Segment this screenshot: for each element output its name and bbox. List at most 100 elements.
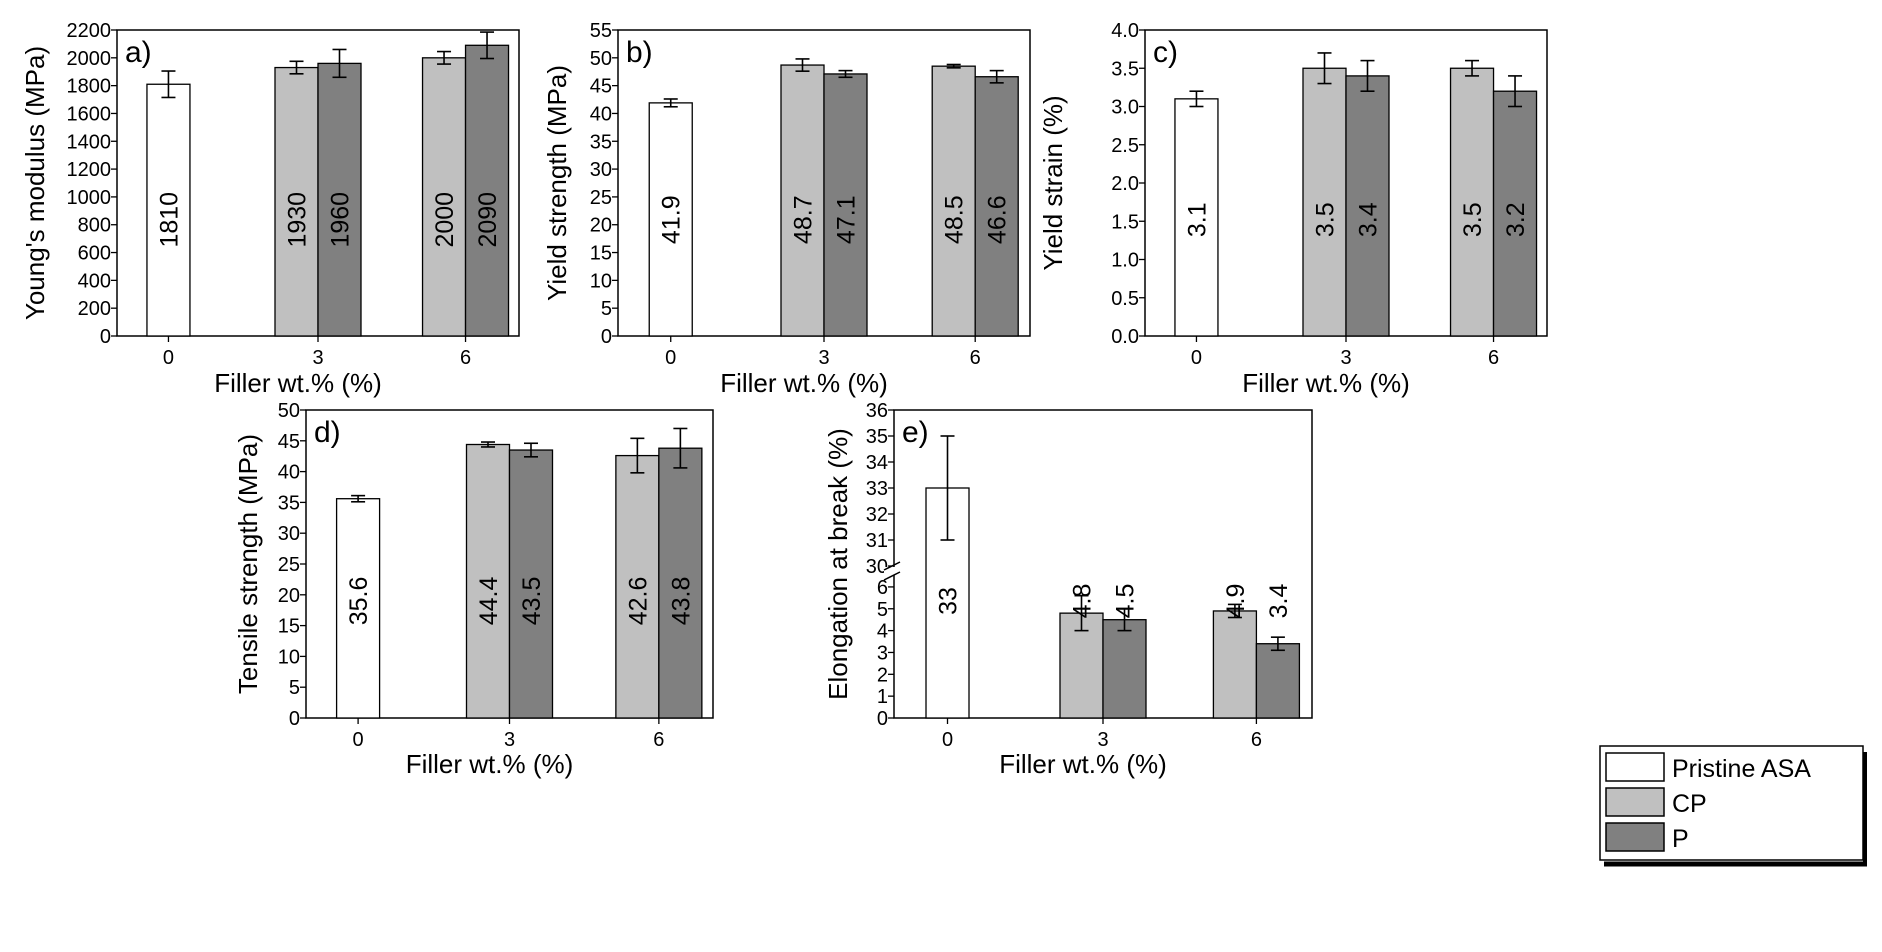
bar-value-label: 47.1 xyxy=(833,195,861,244)
y-tick-label: 4.0 xyxy=(1111,20,1139,42)
legend-swatch-cp xyxy=(1605,787,1665,817)
y-tick-label: 2200 xyxy=(67,20,112,42)
y-tick-label: 35 xyxy=(590,131,612,153)
y-tick-label: 0 xyxy=(289,708,300,730)
y-tick-label: 55 xyxy=(590,20,612,42)
x-axis-label: Filler wt.% (%) xyxy=(406,749,574,779)
y-tick-label: 40 xyxy=(590,103,612,125)
bar-value-label: 4.9 xyxy=(1222,584,1250,619)
bar-value-label: 3.4 xyxy=(1355,202,1383,237)
bar-value-label: 3.5 xyxy=(1312,202,1340,237)
y-tick-label: 10 xyxy=(590,270,612,292)
y-tick-label: 50 xyxy=(278,400,300,422)
y-tick-label: 1.0 xyxy=(1111,250,1139,272)
y-tick-label: 2.5 xyxy=(1111,135,1139,157)
bar-value-label: 44.4 xyxy=(475,577,503,626)
y-tick-label: 2.0 xyxy=(1111,173,1139,195)
y-tick-label: 20 xyxy=(278,585,300,607)
y-tick-label: 6 xyxy=(877,577,888,599)
bar-value-label: 3.5 xyxy=(1459,202,1487,237)
panel-label: b) xyxy=(626,36,653,69)
bar-cp xyxy=(1449,67,1495,337)
y-axis-label: Elongation at break (%) xyxy=(823,428,853,700)
bar-p xyxy=(317,62,362,337)
bar-value-label: 4.8 xyxy=(1069,584,1097,619)
axis-break-mark xyxy=(883,571,901,581)
bar-pristine-asa xyxy=(1174,98,1219,337)
bar-value-label: 35.6 xyxy=(345,577,373,626)
legend-label-pristine: Pristine ASA xyxy=(1672,755,1811,783)
bar-value-label: 42.6 xyxy=(624,577,652,626)
y-tick-label: 20 xyxy=(590,215,612,237)
x-tick-label: 0 xyxy=(942,729,953,751)
bar-pristine-asa xyxy=(335,498,381,719)
x-tick-label: 3 xyxy=(818,347,829,369)
bar-cp xyxy=(780,64,825,337)
y-tick-label: 1 xyxy=(877,686,888,708)
bar-value-label: 1960 xyxy=(327,192,355,248)
x-tick-label: 0 xyxy=(353,729,364,751)
y-tick-label: 33 xyxy=(866,478,888,500)
y-tick-label: 600 xyxy=(78,243,111,265)
legend: Pristine ASA CP P xyxy=(1599,745,1867,867)
x-tick-label: 3 xyxy=(504,729,515,751)
y-tick-label: 25 xyxy=(590,187,612,209)
bar-value-label: 3.2 xyxy=(1502,202,1530,237)
x-axis-label: Filler wt.% (%) xyxy=(999,749,1167,779)
y-tick-label: 3 xyxy=(877,642,888,664)
y-tick-label: 2000 xyxy=(67,48,112,70)
y-tick-label: 10 xyxy=(278,646,300,668)
y-tick-label: 40 xyxy=(278,462,300,484)
legend-label-cp: CP xyxy=(1672,790,1707,818)
panel-c: 0.0 0.5 1.0 1.5 2.0 2.5 3.0 3.5 4.0 0 3 6 3.1 3.5 3.5 3… xyxy=(1038,20,1548,398)
axis-break-mark xyxy=(883,561,901,571)
y-tick-label: 45 xyxy=(590,76,612,98)
y-tick-label: 32 xyxy=(866,504,888,526)
bar-cp xyxy=(1302,67,1347,337)
y-tick-label: 25 xyxy=(278,554,300,576)
bar-p xyxy=(658,447,703,719)
bar-p xyxy=(1255,643,1301,719)
y-tick-label: 0.5 xyxy=(1111,288,1139,310)
x-axis-label: Filler wt.% (%) xyxy=(214,368,382,398)
y-tick-label: 35 xyxy=(866,426,888,448)
panel-a: 0 200 400 600 800 1000 1200 1400 1600 1800 2000 220… xyxy=(20,20,520,398)
legend-swatch-p xyxy=(1605,822,1665,852)
y-tick-label: 1000 xyxy=(67,187,112,209)
y-tick-label: 35 xyxy=(278,492,300,514)
bar-pristine-asa xyxy=(648,102,693,337)
bar-cp xyxy=(274,66,319,337)
legend-label-p: P xyxy=(1672,825,1689,853)
y-tick-label: 0 xyxy=(100,326,111,348)
bar-value-label: 41.9 xyxy=(658,195,686,244)
y-tick-label: 36 xyxy=(866,400,888,422)
y-tick-label: 1.5 xyxy=(1111,211,1139,233)
x-tick-label: 6 xyxy=(653,729,664,751)
y-tick-label: 0 xyxy=(877,708,888,730)
x-tick-label: 6 xyxy=(970,347,981,369)
panel-d: 0 5 10 15 20 25 30 35 40 45 50 0 3 6 35.6 44.4 42.6 43.5 4… xyxy=(233,400,714,779)
panel-label: d) xyxy=(314,416,341,449)
y-tick-label: 1200 xyxy=(67,159,112,181)
y-tick-label: 0 xyxy=(601,326,612,348)
x-tick-label: 6 xyxy=(1488,347,1499,369)
bar-value-label: 48.5 xyxy=(941,195,969,244)
x-tick-label: 0 xyxy=(1191,347,1202,369)
y-axis-label: Young's modulus (MPa) xyxy=(20,46,50,320)
bar-cp xyxy=(1212,610,1258,719)
panel-b: 0 5 10 15 20 25 30 35 40 45 50 55 0 3 6 41.9 48.7 48.5 47.… xyxy=(542,20,1031,398)
legend-swatch-pristine xyxy=(1605,752,1665,782)
y-tick-label: 5 xyxy=(877,599,888,621)
y-tick-label: 800 xyxy=(78,215,111,237)
panel-label: a) xyxy=(125,36,152,69)
y-tick-label: 4 xyxy=(877,621,888,643)
y-axis-label: Tensile strength (MPa) xyxy=(233,434,263,694)
axis-break-gap xyxy=(884,567,898,575)
y-tick-label: 15 xyxy=(590,243,612,265)
y-tick-label: 30 xyxy=(278,523,300,545)
bar-value-label: 43.5 xyxy=(518,577,546,626)
y-tick-label: 15 xyxy=(278,616,300,638)
bar-cp xyxy=(421,57,467,337)
